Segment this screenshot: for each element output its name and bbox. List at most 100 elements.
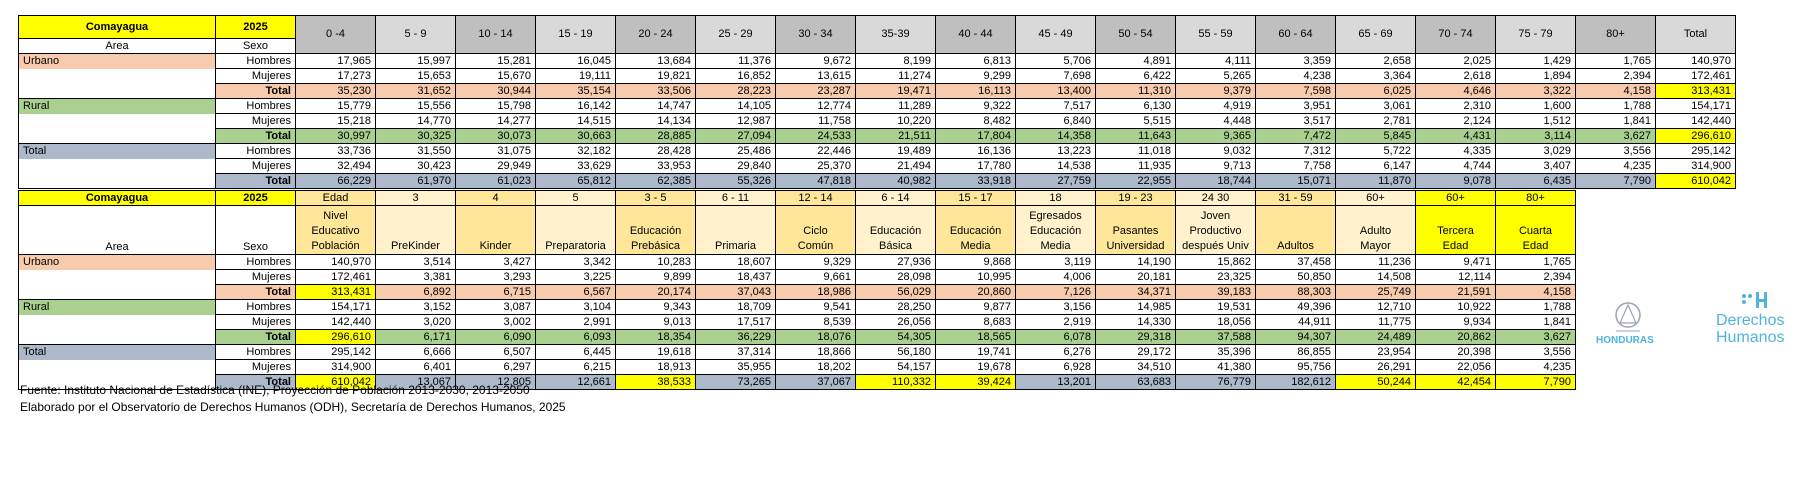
t2-value-cell: 6,093 xyxy=(535,329,616,345)
table-row: Mujeres 172,461 3,381 3,293 3,225 9,899 18,437… xyxy=(18,269,1576,285)
t1-value-cell: 21,494 xyxy=(855,158,936,174)
t1-value-cell: 5,515 xyxy=(1095,113,1176,129)
t1-value-cell: 4,111 xyxy=(1175,53,1256,69)
t2-value-cell: 37,458 xyxy=(1255,254,1336,270)
table-row: Total 313,431 6,892 6,715 6,567 20,174 37,043 1… xyxy=(18,284,1576,300)
t2-area-cell xyxy=(18,284,216,300)
t1-value-cell: 11,870 xyxy=(1335,173,1416,189)
t1-value-cell: 1,429 xyxy=(1495,53,1576,69)
t1-value-cell: 2,781 xyxy=(1335,113,1416,129)
t2-value-cell: 10,922 xyxy=(1415,299,1496,315)
t1-sex-cell: Hombres xyxy=(215,98,296,114)
t1-area-cell xyxy=(18,128,216,144)
t1-value-cell: 5,265 xyxy=(1175,68,1256,84)
t1-age-header: 30 - 34 xyxy=(775,15,856,54)
t1-value-cell: 11,274 xyxy=(855,68,936,84)
t1-value-cell: 10,220 xyxy=(855,113,936,129)
t1-year-cell: 2025 xyxy=(215,15,296,39)
t2-value-cell: 9,013 xyxy=(615,314,696,330)
t1-value-cell: 30,073 xyxy=(455,128,536,144)
t2-value-cell: 26,056 xyxy=(855,314,936,330)
t1-value-cell: 11,758 xyxy=(775,113,856,129)
t2-value-cell: 8,539 xyxy=(775,314,856,330)
t1-value-cell: 9,299 xyxy=(935,68,1016,84)
t1-value-cell: 30,944 xyxy=(455,83,536,99)
t1-value-cell: 8,482 xyxy=(935,113,1016,129)
t2-value-cell: 3,225 xyxy=(535,269,616,285)
t2-value-cell: 56,029 xyxy=(855,284,936,300)
t2-age-header: 6 - 11 xyxy=(695,190,776,206)
t1-value-cell: 33,629 xyxy=(535,158,616,174)
t2-value-cell: 10,995 xyxy=(935,269,1016,285)
t2-value-cell: 24,489 xyxy=(1335,329,1416,345)
t1-value-cell: 314,900 xyxy=(1655,158,1736,174)
t1-value-cell: 27,759 xyxy=(1015,173,1096,189)
t2-value-cell: 4,006 xyxy=(1015,269,1096,285)
t1-value-cell: 13,400 xyxy=(1015,83,1096,99)
t2-value-cell: 34,510 xyxy=(1095,359,1176,375)
t1-value-cell: 29,949 xyxy=(455,158,536,174)
t2-value-cell: 12,710 xyxy=(1335,299,1416,315)
t1-value-cell: 9,322 xyxy=(935,98,1016,114)
t1-sex-cell: Mujeres xyxy=(215,158,296,174)
t1-value-cell: 9,032 xyxy=(1175,143,1256,159)
t2-value-cell: 20,181 xyxy=(1095,269,1176,285)
t1-value-cell: 3,114 xyxy=(1495,128,1576,144)
t1-age-header: 60 - 64 xyxy=(1255,15,1336,54)
t1-age-header: 25 - 29 xyxy=(695,15,776,54)
t1-value-cell: 12,774 xyxy=(775,98,856,114)
t2-level-line xyxy=(620,209,691,224)
t2-value-cell: 182,612 xyxy=(1255,374,1336,390)
t2-level-header: Cuarta Edad xyxy=(1495,205,1576,255)
t2-value-cell: 4,235 xyxy=(1495,359,1576,375)
t2-sexo-label: Sexo xyxy=(242,241,269,253)
t2-value-cell: 9,868 xyxy=(935,254,1016,270)
t2-level-line: Media xyxy=(1040,240,1071,252)
t2-age-header: 3 - 5 xyxy=(615,190,696,206)
t1-value-cell: 13,615 xyxy=(775,68,856,84)
derechos-humanos-logo: Derechos Humanos xyxy=(1710,290,1800,350)
t2-value-cell: 20,174 xyxy=(615,284,696,300)
t2-value-cell: 172,461 xyxy=(295,269,376,285)
t1-value-cell: 17,273 xyxy=(295,68,376,84)
t1-value-cell: 6,840 xyxy=(1015,113,1096,129)
t1-value-cell: 23,287 xyxy=(775,83,856,99)
t1-sex-cell: Hombres xyxy=(215,143,296,159)
table-row: Rural Hombres 154,171 3,152 3,087 3,104 9,343 1… xyxy=(18,299,1576,315)
t2-level-header: Joven Productivo después Univ xyxy=(1175,205,1256,255)
t1-value-cell: 28,223 xyxy=(695,83,776,99)
t2-value-cell: 3,020 xyxy=(375,314,456,330)
t2-value-cell: 35,396 xyxy=(1175,344,1256,360)
t1-value-cell: 11,376 xyxy=(695,53,776,69)
t2-level-line xyxy=(1100,209,1171,224)
t2-level-line: Común xyxy=(797,240,834,252)
t1-value-cell: 31,075 xyxy=(455,143,536,159)
t1-value-cell: 14,747 xyxy=(615,98,696,114)
t2-value-cell: 3,152 xyxy=(375,299,456,315)
t2-value-cell: 6,171 xyxy=(375,329,456,345)
table-row: Total 610,042 13,067 12,805 12,661 38,533 73,2… xyxy=(18,374,1576,390)
t2-level-header: Ciclo Común xyxy=(775,205,856,255)
t1-value-cell: 21,511 xyxy=(855,128,936,144)
t2-level-line xyxy=(1340,209,1411,224)
t2-level-header: Tercera Edad xyxy=(1415,205,1496,255)
t2-value-cell: 37,588 xyxy=(1175,329,1256,345)
t2-value-cell: 28,098 xyxy=(855,269,936,285)
t1-value-cell: 6,813 xyxy=(935,53,1016,69)
t2-value-cell: 610,042 xyxy=(295,374,376,390)
t2-value-cell: 35,955 xyxy=(695,359,776,375)
t1-value-cell: 8,199 xyxy=(855,53,936,69)
t2-value-cell: 6,090 xyxy=(455,329,536,345)
t1-value-cell: 24,533 xyxy=(775,128,856,144)
t2-level-line: Mayor xyxy=(1360,240,1391,252)
table-row: Urbano Hombres 140,970 3,514 3,427 3,342 10,28… xyxy=(18,254,1576,270)
t2-level-header: Kinder xyxy=(455,205,536,255)
t2-value-cell: 142,440 xyxy=(295,314,376,330)
t2-level-header: Egresados Educación Media xyxy=(1015,205,1096,255)
t2-value-cell: 88,303 xyxy=(1255,284,1336,300)
t2-value-cell: 6,567 xyxy=(535,284,616,300)
t2-value-cell: 110,332 xyxy=(855,374,936,390)
t2-level-header: PreKinder xyxy=(375,205,456,255)
t1-value-cell: 22,955 xyxy=(1095,173,1176,189)
t2-value-cell: 19,678 xyxy=(935,359,1016,375)
